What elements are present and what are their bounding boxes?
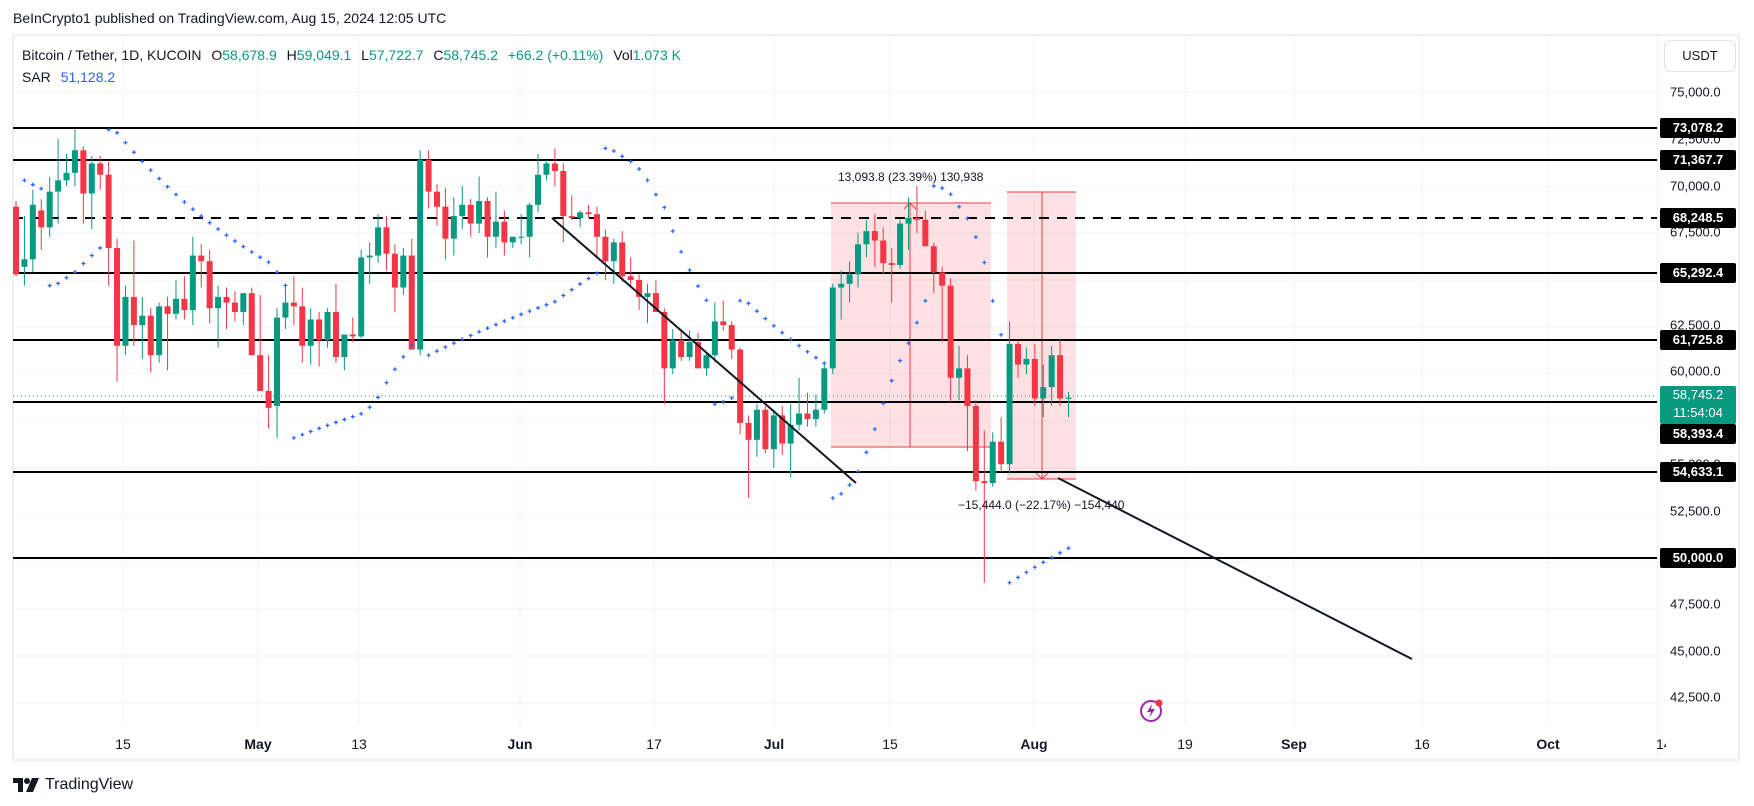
high-value: 59,049.1 (296, 47, 352, 63)
close-label: C (433, 47, 444, 63)
lightning-icon[interactable] (1139, 698, 1165, 724)
price-tick: 60,000.0 (1670, 363, 1721, 379)
date-tick: May (244, 736, 272, 752)
tradingview-logo-icon (13, 778, 39, 792)
date-tick: Oct (1536, 736, 1560, 752)
level-label-61725: 61,725.8 (1660, 330, 1736, 350)
tradingview-brand: TradingView (45, 776, 134, 793)
volume-value: 1.073 K (632, 47, 681, 63)
level-label-68248: 68,248.5 (1660, 208, 1736, 228)
level-label-58393: 58,393.4 (1660, 424, 1736, 444)
bar-countdown: 11:54:04 (1673, 405, 1723, 420)
date-tick: 13 (351, 736, 367, 752)
date-tick: 17 (646, 736, 662, 752)
low-value: 57,722.7 (368, 47, 424, 63)
price-tick: 75,000.0 (1670, 84, 1721, 100)
low-label: L (361, 47, 369, 63)
high-label: H (286, 47, 297, 63)
date-tick: 14 (1656, 736, 1666, 752)
price-tick: 67,500.0 (1670, 224, 1721, 240)
date-tick: 15 (115, 736, 131, 752)
price-tick: 70,000.0 (1670, 178, 1721, 194)
level-label-73078: 73,078.2 (1660, 118, 1736, 138)
chart-frame (12, 34, 1740, 761)
date-tick: 19 (1177, 736, 1193, 752)
date-tick: Jul (763, 736, 785, 752)
symbol-title: Bitcoin / Tether, 1D, KUCOIN (22, 47, 202, 63)
date-tick: 15 (882, 736, 898, 752)
currency-button[interactable]: USDT (1664, 40, 1736, 72)
price-tick: 62,500.0 (1670, 317, 1721, 333)
measure-down-label: −15,444.0 (−22.17%) −154,440 (958, 498, 1125, 512)
level-label-50000: 50,000.0 (1660, 548, 1736, 568)
date-tick: Sep (1281, 736, 1307, 752)
price-axis[interactable] (1657, 36, 1739, 759)
date-tick: 16 (1414, 736, 1430, 752)
price-tick: 42,500.0 (1670, 689, 1721, 705)
chart-plot-area[interactable] (13, 36, 1657, 724)
candlestick-chart[interactable] (13, 36, 1657, 724)
current-price-label: 58,745.2 11:54:04 (1660, 386, 1736, 424)
price-tick: 52,500.0 (1670, 503, 1721, 519)
price-tick: 47,500.0 (1670, 596, 1721, 612)
open-label: O (211, 47, 223, 63)
volume-label: Vol (613, 47, 633, 63)
price-tick: 45,000.0 (1670, 643, 1721, 659)
date-tick: Aug (1020, 736, 1048, 752)
current-price: 58,745.2 (1672, 387, 1724, 402)
publisher-line: BeInCrypto1 published on TradingView.com… (13, 10, 447, 26)
open-value: 58,678.9 (222, 47, 277, 63)
change-value: +66.2 (+0.11%) (507, 47, 604, 63)
level-label-71367: 71,367.7 (1660, 150, 1736, 170)
date-tick: Jun (507, 736, 533, 752)
level-label-54633: 54,633.1 (1660, 462, 1736, 482)
sar-label: SAR (22, 69, 51, 85)
level-label-65292: 65,292.4 (1660, 263, 1736, 283)
chart-legend: Bitcoin / Tether, 1D, KUCOIN O58,678.9 H… (22, 44, 681, 88)
sar-value: 51,128.2 (60, 69, 116, 85)
close-value: 58,745.2 (443, 47, 498, 63)
measure-up-label: 13,093.8 (23.39%) 130,938 (838, 170, 984, 184)
tradingview-logo[interactable]: TradingView (13, 776, 133, 794)
